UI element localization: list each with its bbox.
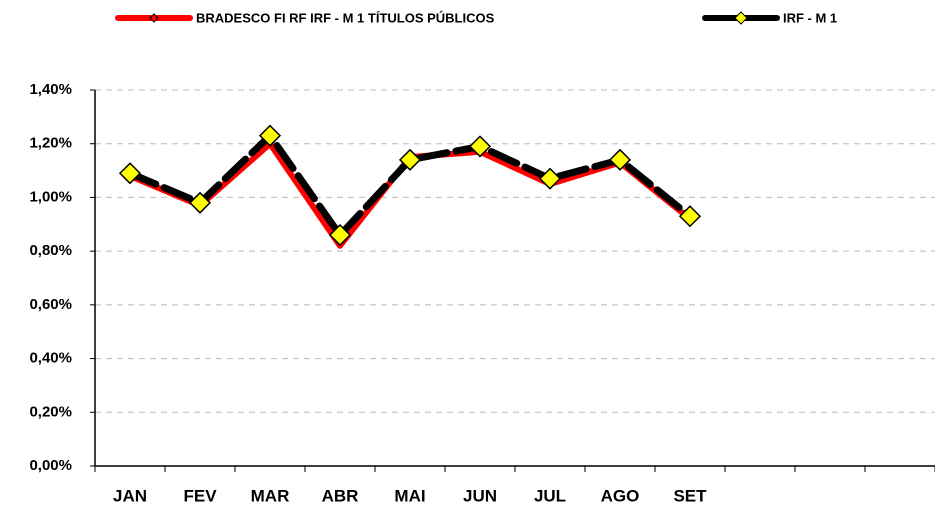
x-tick-label: SET — [673, 486, 707, 505]
legend-label: IRF - M 1 — [783, 10, 837, 25]
data-point — [118, 162, 142, 185]
y-tick-label: 1,00% — [29, 188, 72, 205]
y-tick-label: 0,20% — [29, 403, 72, 420]
y-tick-label: 1,40% — [29, 81, 72, 98]
data-point — [398, 148, 422, 171]
data-point — [678, 205, 702, 228]
data-point — [538, 167, 562, 190]
x-tick-label: MAR — [251, 486, 290, 505]
data-point — [608, 148, 632, 171]
x-tick-label: JUN — [463, 486, 497, 505]
legend-marker — [149, 13, 159, 23]
x-tick-label: AGO — [601, 486, 640, 505]
y-tick-label: 0,40% — [29, 350, 72, 367]
y-tick-label: 0,60% — [29, 296, 72, 313]
x-tick-label: JUL — [534, 486, 566, 505]
y-tick-label: 1,20% — [29, 135, 72, 152]
x-tick-label: MAI — [394, 486, 425, 505]
y-tick-label: 0,80% — [29, 242, 72, 259]
x-tick-label: JAN — [113, 486, 147, 505]
legend-marker — [734, 11, 748, 25]
data-point — [258, 124, 282, 147]
x-tick-label: FEV — [183, 486, 217, 505]
data-point — [188, 191, 212, 214]
legend-label: BRADESCO FI RF IRF - M 1 TÍTULOS PÚBLICO… — [196, 10, 495, 25]
data-point — [328, 223, 352, 247]
y-tick-label: 0,00% — [29, 457, 72, 474]
data-point — [468, 135, 492, 158]
x-tick-label: ABR — [322, 486, 359, 505]
